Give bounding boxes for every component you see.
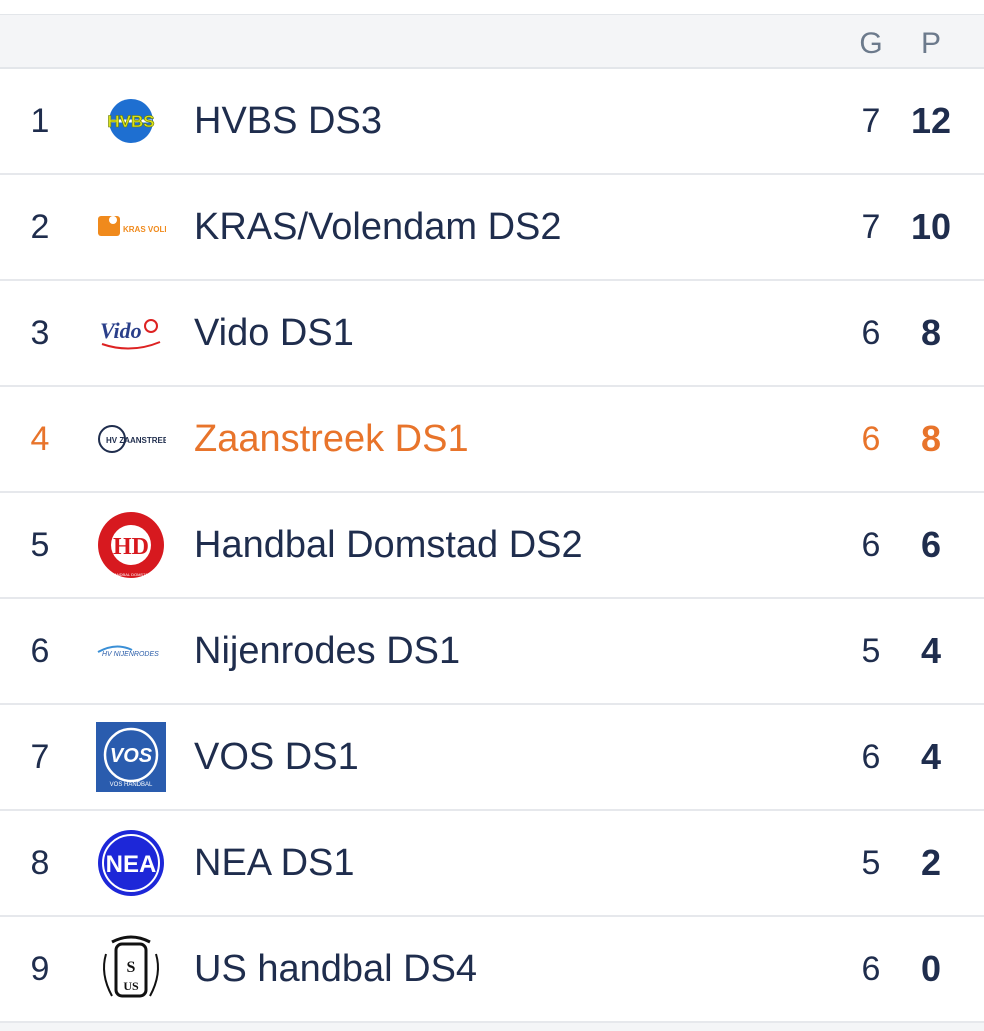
points: 0 — [920, 948, 942, 989]
games-played: 5 — [861, 844, 881, 882]
team-name: VOS DS1 — [194, 736, 359, 778]
svg-text:HV NIJENRODES: HV NIJENRODES — [102, 651, 159, 658]
standings-table: 1 HVBS HVBS DS3 7 12 2 KRAS VOLENDAM KRA… — [0, 69, 984, 1023]
team-name: Handbal Domstad DS2 — [194, 524, 583, 566]
standings-header: G P — [0, 15, 984, 69]
svg-text:S: S — [127, 959, 136, 976]
position: 1 — [30, 102, 50, 140]
games-played: 6 — [861, 738, 881, 776]
games-played: 7 — [861, 102, 881, 140]
team-name: Nijenrodes DS1 — [194, 630, 461, 672]
table-row[interactable]: 3 Vido Vido DS1 6 8 — [0, 281, 984, 387]
kras-volendam-logo: KRAS VOLENDAM — [96, 192, 166, 262]
team-name: US handbal DS4 — [194, 948, 478, 990]
team-name: KRAS/Volendam DS2 — [194, 206, 562, 248]
table-row[interactable]: 5 HD HANDBAL DOMSTAD Handbal Domstad DS2… — [0, 493, 984, 599]
position: 8 — [30, 844, 50, 882]
vos-logo: VOS VOS HANDBAL — [96, 722, 166, 792]
position: 2 — [30, 208, 50, 246]
vido-logo: Vido — [96, 298, 166, 368]
table-row[interactable]: 8 NEA NEA DS1 5 2 — [0, 811, 984, 917]
games-played: 6 — [861, 314, 881, 352]
position: 9 — [30, 950, 50, 988]
bottom-strip — [0, 1023, 984, 1031]
points: 4 — [920, 736, 942, 777]
points: 8 — [920, 418, 942, 459]
games-played: 5 — [861, 632, 881, 670]
top-strip — [0, 0, 984, 15]
team-name: HVBS DS3 — [194, 100, 382, 142]
points: 8 — [920, 312, 942, 353]
points: 12 — [910, 100, 952, 141]
team-name: Zaanstreek DS1 — [194, 418, 469, 460]
games-column-header: G — [859, 27, 883, 60]
team-name: NEA DS1 — [194, 842, 355, 884]
team-name: Vido DS1 — [194, 312, 354, 354]
zaanstreek-logo: HV ZAANSTREEK — [96, 404, 166, 474]
svg-text:HANDBAL DOMSTAD: HANDBAL DOMSTAD — [111, 572, 151, 577]
svg-text:NEA: NEA — [106, 851, 157, 878]
us-logo: S US — [96, 934, 166, 1004]
svg-text:HVBS: HVBS — [107, 112, 154, 131]
table-row-highlighted[interactable]: 4 HV ZAANSTREEK Zaanstreek DS1 6 8 — [0, 387, 984, 493]
position: 5 — [30, 526, 50, 564]
table-row[interactable]: 1 HVBS HVBS DS3 7 12 — [0, 69, 984, 175]
svg-text:HD: HD — [113, 534, 149, 560]
points: 6 — [920, 524, 942, 565]
position: 3 — [30, 314, 50, 352]
position: 7 — [30, 738, 50, 776]
points: 4 — [920, 630, 942, 671]
svg-text:VOS: VOS — [110, 745, 153, 767]
table-row[interactable]: 6 HV NIJENRODES Nijenrodes DS1 5 4 — [0, 599, 984, 705]
svg-text:Vido: Vido — [100, 318, 142, 343]
svg-text:US: US — [123, 979, 139, 993]
nijenrodes-logo: HV NIJENRODES — [96, 616, 166, 686]
points: 2 — [920, 842, 942, 883]
points: 10 — [910, 206, 952, 247]
games-played: 7 — [861, 208, 881, 246]
domstad-logo: HD HANDBAL DOMSTAD — [96, 510, 166, 580]
svg-text:VOS HANDBAL: VOS HANDBAL — [110, 782, 153, 788]
table-row[interactable]: 2 KRAS VOLENDAM KRAS/Volendam DS2 7 10 — [0, 175, 984, 281]
position: 6 — [30, 632, 50, 670]
games-played: 6 — [861, 420, 881, 458]
games-played: 6 — [861, 526, 881, 564]
svg-text:KRAS VOLENDAM: KRAS VOLENDAM — [123, 225, 166, 234]
table-row[interactable]: 7 VOS VOS HANDBAL VOS DS1 6 4 — [0, 705, 984, 811]
hvbs-logo: HVBS — [96, 86, 166, 156]
nea-logo: NEA — [96, 828, 166, 898]
points-column-header: P — [920, 27, 941, 60]
position: 4 — [30, 420, 50, 458]
games-played: 6 — [861, 950, 881, 988]
svg-text:HV ZAANSTREEK: HV ZAANSTREEK — [106, 436, 166, 445]
table-row[interactable]: 9 S US US handbal DS4 6 0 — [0, 917, 984, 1023]
